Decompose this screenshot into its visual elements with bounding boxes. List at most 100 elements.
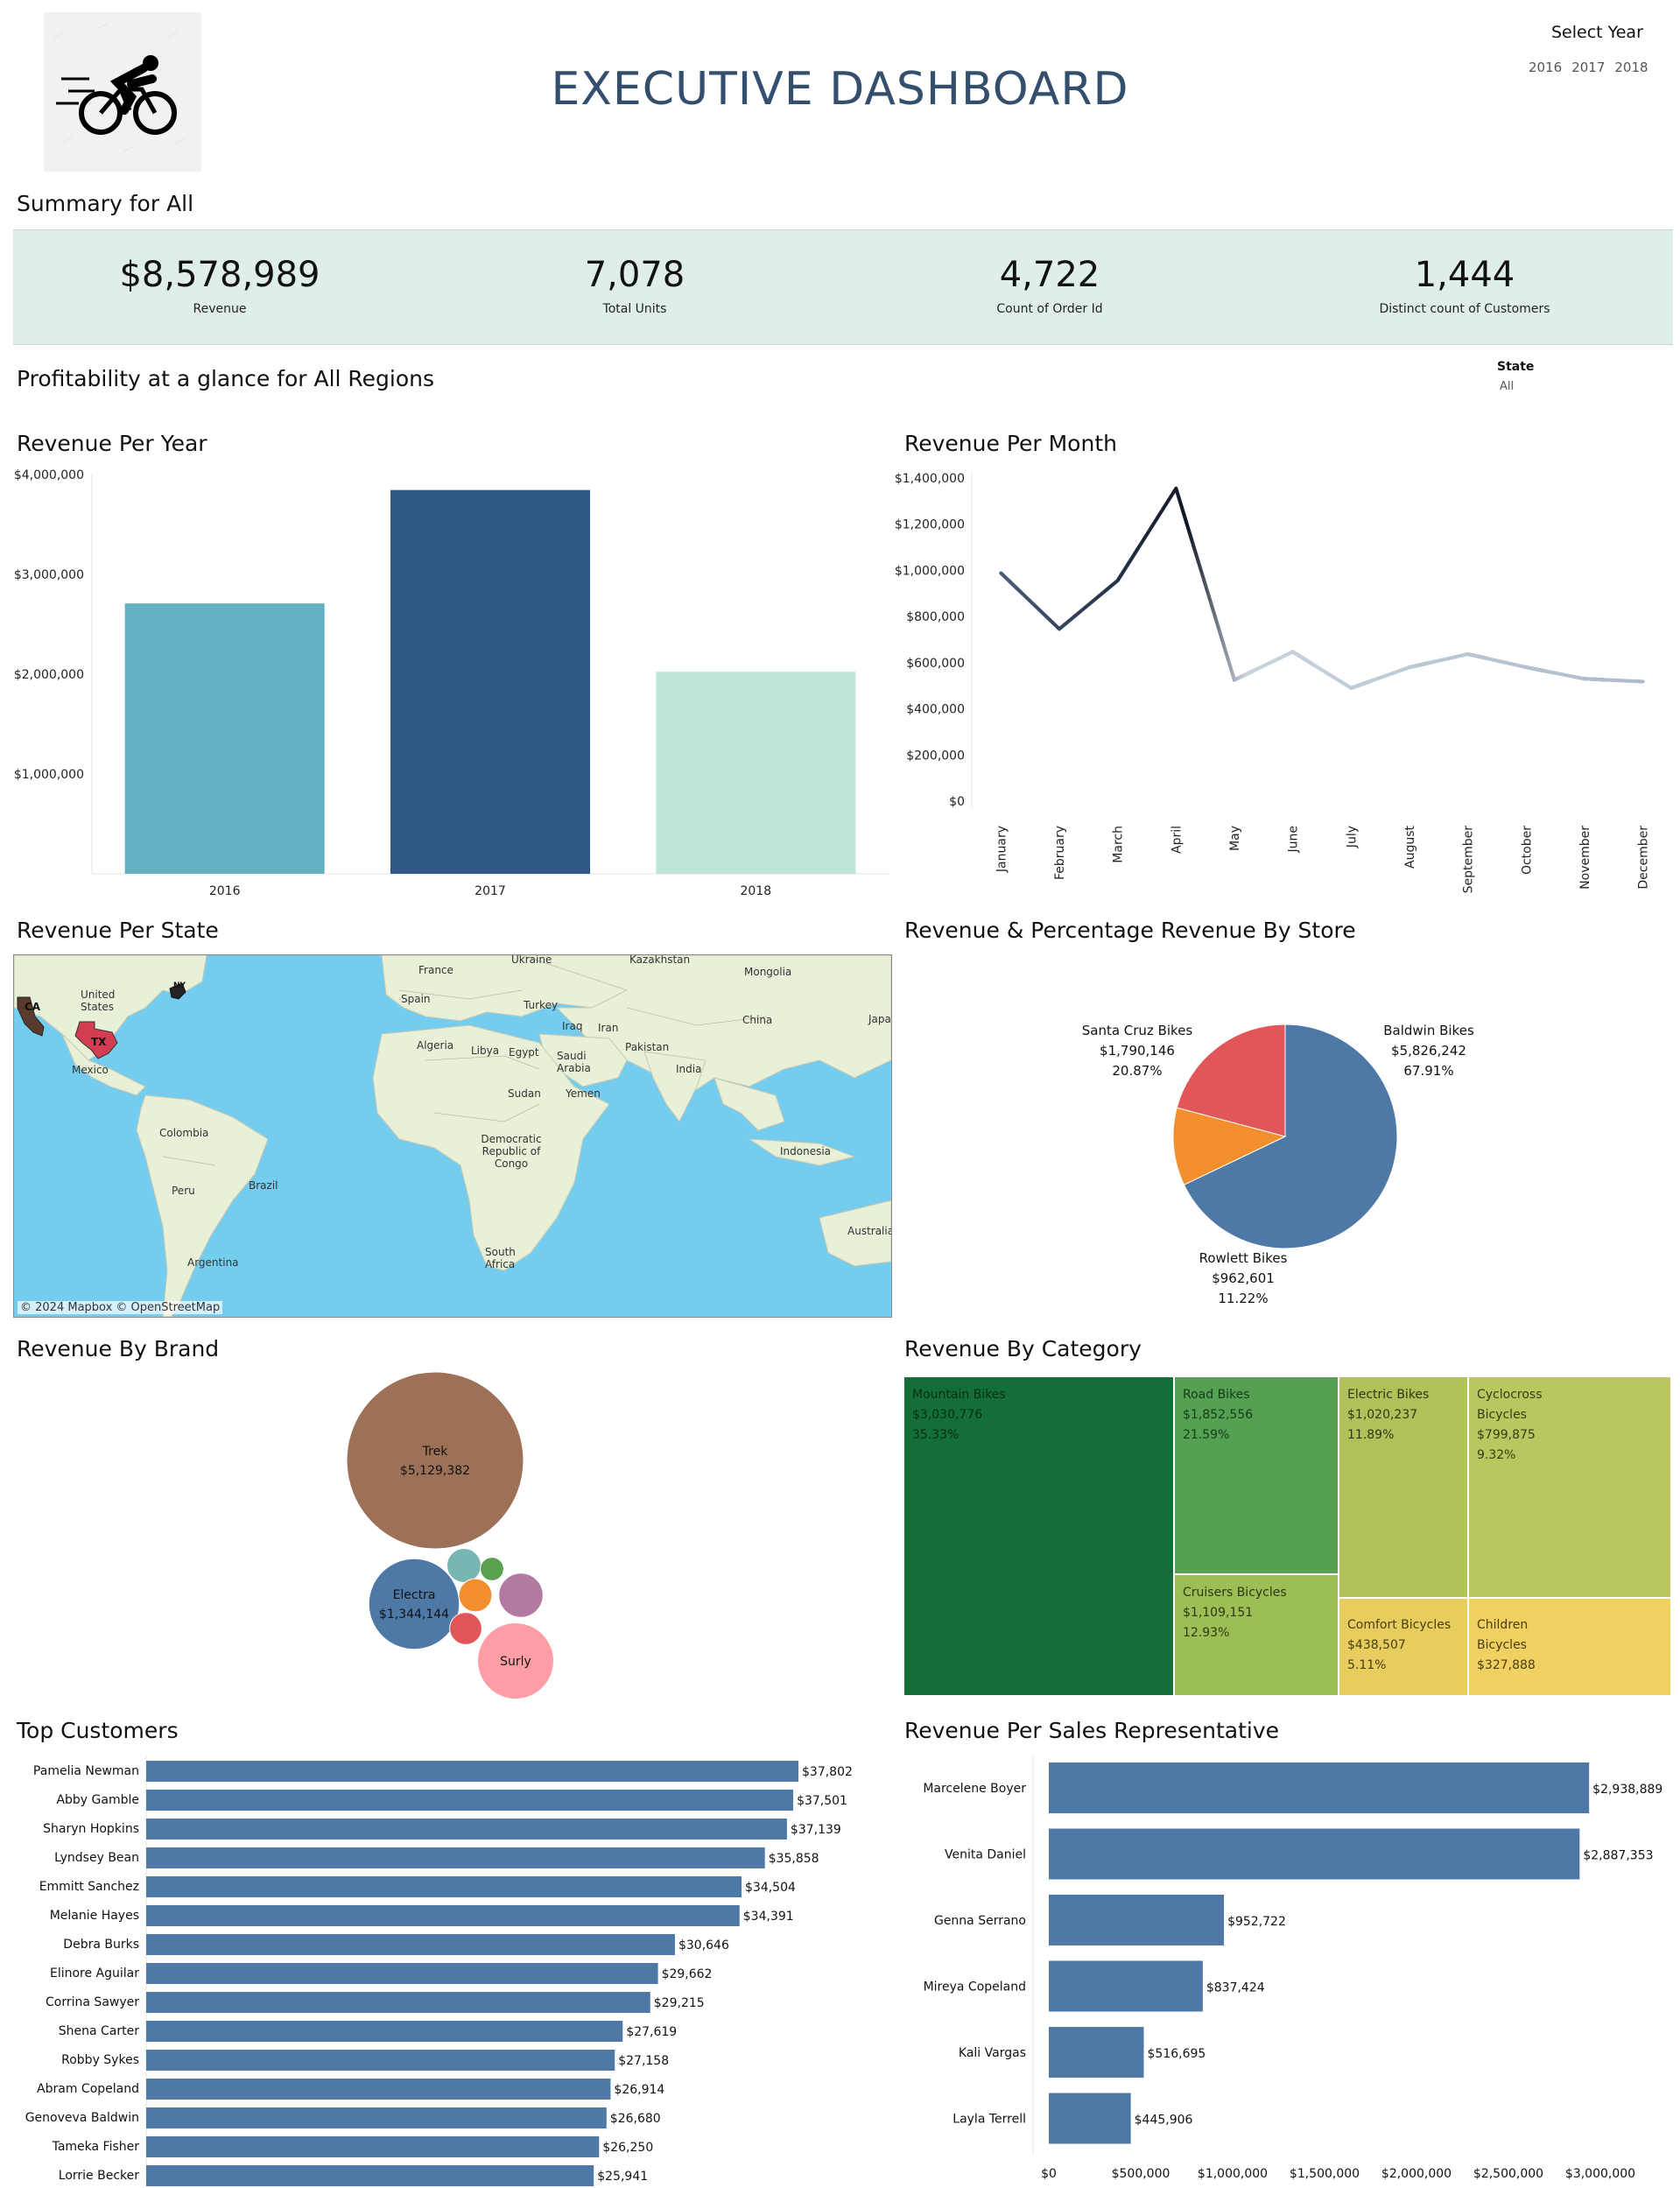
rep-name: Layla Terrell	[952, 2113, 1026, 2127]
customer-bar	[146, 2136, 600, 2157]
customer-name: Debra Burks	[63, 1938, 139, 1952]
pie-slice	[1176, 1024, 1286, 1137]
brand-bubble	[449, 1612, 482, 1645]
x-tick-label: 2017	[474, 884, 506, 898]
brand-label-value: $5,129,382	[400, 1464, 470, 1478]
map-label: Algeria	[417, 1039, 454, 1052]
map-label: NY	[173, 981, 186, 990]
map-label: Colombia	[159, 1127, 209, 1139]
kpi-label: Distinct count of Customers	[1379, 302, 1550, 316]
customer-value: $34,504	[745, 1881, 796, 1895]
customer-name: Melanie Hayes	[50, 1909, 139, 1923]
treemap-label: Children	[1477, 1618, 1528, 1632]
customer-bar	[146, 2165, 594, 2186]
customer-name: Lyndsey Bean	[54, 1851, 139, 1865]
revenue-map[interactable]: CA TX NY Ukraine Kazakhstan France Mongo…	[13, 954, 892, 1318]
month-series-line	[999, 486, 1643, 690]
rep-name: Genna Serrano	[934, 1914, 1026, 1928]
y-tick-label: $2,000,000	[14, 668, 84, 682]
customer-name: Abram Copeland	[37, 2082, 139, 2096]
month-point	[1116, 579, 1120, 582]
customer-value: $29,215	[654, 1996, 705, 2010]
profitability-title: Profitability at a glance for All Region…	[17, 366, 435, 391]
map-label: Iran	[598, 1022, 619, 1034]
treemap-label: 11.89%	[1347, 1428, 1394, 1442]
customer-name: Shena Carter	[59, 2024, 139, 2038]
revenue-by-brand-title: Revenue By Brand	[17, 1336, 220, 1361]
customer-name: Genoveva Baldwin	[25, 2111, 139, 2125]
pie-label-value: $1,790,146	[1100, 1043, 1175, 1059]
treemap-label: 21.59%	[1183, 1428, 1229, 1442]
rep-bar	[1049, 2093, 1131, 2144]
x-tick-label: $2,000,000	[1381, 2167, 1452, 2181]
customer-bar	[146, 1790, 794, 1811]
y-tick-label: $800,000	[906, 610, 965, 624]
pie-label-value: $5,826,242	[1391, 1043, 1466, 1059]
month-point	[1641, 679, 1645, 683]
map-label: India	[676, 1063, 702, 1075]
rep-bar	[1049, 1895, 1225, 1945]
rep-value: $516,695	[1148, 2047, 1206, 2061]
year-bar	[390, 489, 590, 874]
rep-name: Venita Daniel	[945, 1848, 1026, 1862]
rep-name: Kali Vargas	[959, 2046, 1026, 2060]
treemap-label: 9.32%	[1477, 1448, 1515, 1462]
year-option-2018[interactable]: 2018	[1614, 60, 1648, 75]
customer-name: Corrina Sawyer	[46, 1995, 139, 2009]
kpi-label: Revenue	[193, 302, 247, 316]
month-point	[1058, 627, 1061, 630]
brand-bubble	[477, 1622, 554, 1699]
y-tick-label: $0	[949, 795, 965, 809]
map-label: China	[742, 1014, 773, 1026]
summary-title: Summary for All	[17, 191, 194, 216]
customer-value: $35,858	[769, 1852, 819, 1866]
x-tick-label: $0	[1041, 2167, 1057, 2181]
customer-bar	[146, 2107, 607, 2128]
treemap-label: Cruisers Bicycles	[1183, 1586, 1287, 1600]
customer-value: $26,250	[602, 2141, 653, 2155]
customer-bar	[146, 2079, 611, 2100]
map-label: Democratic Republic of Congo	[481, 1133, 542, 1170]
rep-value: $445,906	[1135, 2114, 1193, 2128]
y-tick-label: $1,400,000	[895, 472, 965, 486]
x-tick-label: February	[1053, 826, 1067, 880]
treemap-label: $3,030,776	[912, 1408, 982, 1422]
year-option-2016[interactable]: 2016	[1529, 60, 1563, 75]
rep-bar	[1049, 2027, 1144, 2078]
map-label: Yemen	[566, 1087, 601, 1100]
customer-bar	[146, 1876, 742, 1897]
brand-bubble	[458, 1578, 493, 1613]
year-bar	[124, 603, 325, 874]
state-filter-value[interactable]: All	[1500, 380, 1515, 393]
kpi-band: $8,578,989 Revenue 7,078 Total Units 4,7…	[13, 229, 1673, 345]
x-tick-label: $1,500,000	[1290, 2167, 1360, 2181]
pie-label-pct: 11.22%	[1218, 1291, 1268, 1306]
customer-name: Abby Gamble	[56, 1793, 139, 1807]
x-tick-label: July	[1345, 826, 1359, 848]
kpi-revenue: $8,578,989 Revenue	[45, 255, 395, 316]
treemap-label: $438,507	[1347, 1638, 1406, 1652]
year-option-2017[interactable]: 2017	[1571, 60, 1606, 75]
treemap-label: Bicycles	[1477, 1408, 1527, 1422]
pie-label-name: Rowlett Bikes	[1199, 1250, 1288, 1266]
map-label: Saudi Arabia	[557, 1050, 591, 1074]
rep-name: Marcelene Boyer	[923, 1782, 1026, 1796]
treemap-cell	[1175, 1377, 1338, 1573]
customer-value: $26,914	[614, 2083, 664, 2097]
customer-bar	[146, 1847, 765, 1868]
map-label: Pakistan	[625, 1041, 670, 1053]
map-label: Egypt	[509, 1046, 539, 1059]
map-credit[interactable]: © 2024 Mapbox © OpenStreetMap	[18, 1301, 223, 1314]
rep-value: $837,424	[1206, 1981, 1265, 1995]
customer-value: $34,391	[743, 1910, 794, 1924]
rep-value: $2,887,353	[1583, 1849, 1653, 1863]
map-label: Brazil	[249, 1179, 278, 1192]
year-filter[interactable]: 2016 2017 2018	[1529, 60, 1648, 75]
map-label: South Africa	[485, 1246, 516, 1270]
treemap-label: 12.93%	[1183, 1626, 1229, 1640]
treemap-cell	[1175, 1575, 1338, 1695]
customer-value: $30,646	[678, 1938, 729, 1952]
kpi-label: Count of Order Id	[996, 302, 1103, 316]
top-customers-chart: Pamelia Newman $37,802 Abby Gamble $37,501 S…	[25, 1756, 853, 2186]
customer-value: $37,139	[791, 1823, 841, 1837]
